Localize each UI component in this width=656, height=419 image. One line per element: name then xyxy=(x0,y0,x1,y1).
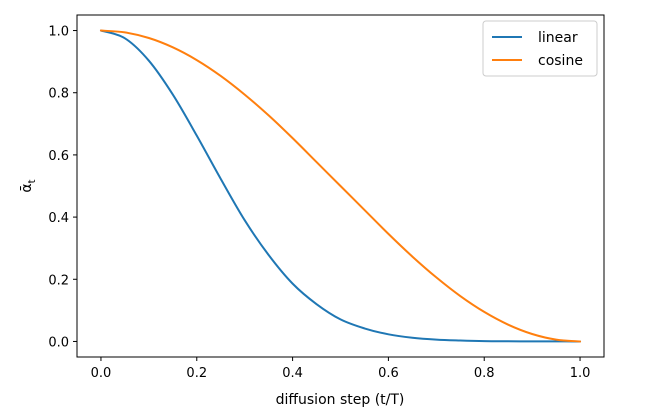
x-tick-label: 0.6 xyxy=(378,366,399,381)
legend-label-linear: linear xyxy=(538,30,578,46)
y-tick-label: 0.0 xyxy=(48,335,69,350)
y-axis-label-subscript: t xyxy=(27,179,38,183)
x-tick-label: 0.8 xyxy=(474,366,495,381)
y-axis-label: ᾱt xyxy=(19,179,38,192)
x-tick-label: 0.0 xyxy=(91,366,112,381)
x-tick-label: 0.2 xyxy=(186,366,207,381)
legend-box xyxy=(482,20,598,77)
y-tick-label: 0.6 xyxy=(48,149,69,164)
y-tick-label: 1.0 xyxy=(48,25,69,40)
series-line-cosine xyxy=(99,29,582,343)
plot-frame xyxy=(76,14,605,358)
y-axis: 0.0 0.2 0.4 0.6 0.8 1.0 xyxy=(48,25,77,350)
x-tick-label: 0.4 xyxy=(282,366,303,381)
series-line-linear xyxy=(99,29,582,343)
series-layer xyxy=(99,29,582,343)
y-tick-label: 0.8 xyxy=(48,87,69,102)
legend: linear cosine xyxy=(482,20,598,77)
y-axis-label-main: ᾱ xyxy=(19,183,35,192)
legend-label-cosine: cosine xyxy=(538,53,583,69)
y-tick-label: 0.4 xyxy=(48,211,69,226)
x-axis: 0.0 0.2 0.4 0.6 0.8 1.0 xyxy=(91,357,591,381)
x-tick-label: 1.0 xyxy=(570,366,591,381)
x-axis-label: diffusion step (t/T) xyxy=(276,392,405,408)
y-tick-label: 0.2 xyxy=(48,273,69,288)
